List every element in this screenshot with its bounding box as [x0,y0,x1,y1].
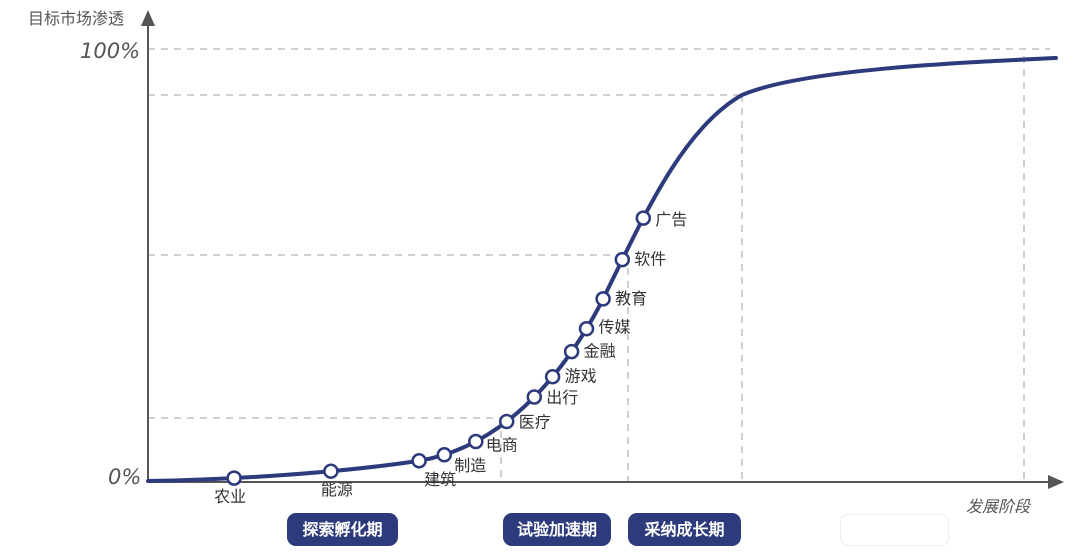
x-axis-title: 发展阶段 [966,497,1032,516]
data-point-label-11: 教育 [615,289,647,308]
data-point-label-4: 制造 [454,456,486,475]
data-point-4 [436,447,453,463]
data-point-label-12: 软件 [634,250,666,269]
data-point-label-1: 农业 [214,487,246,506]
data-point-label-10: 传媒 [599,318,631,337]
stage-label-adopt: 采纳成长期 [628,513,741,546]
data-point-7 [526,389,543,405]
data-point-label-13: 广告 [655,210,687,229]
data-point-label-3: 建筑 [424,470,456,489]
y-axis-title: 目标市场渗透 [28,9,124,28]
y-tick-label-0: 0% [108,465,141,489]
data-point-11 [595,291,611,307]
data-point-3 [411,453,427,469]
data-point-label-2: 能源 [321,480,353,499]
data-point-12 [614,251,631,268]
data-point-6 [498,413,515,430]
x-axis-arrow-icon [1048,475,1064,489]
grid-lines [148,48,1050,482]
stage-label-accelerate: 试验加速期 [503,513,611,546]
data-point-5 [468,433,484,450]
data-point-label-6: 医疗 [519,413,551,432]
axes [141,10,1064,489]
data-point-1 [226,470,242,486]
data-point-13 [635,210,652,226]
y-axis-arrow-icon [141,10,155,26]
data-point-10 [578,320,595,337]
data-point-label-5: 电商 [486,436,518,455]
data-point-label-7: 出行 [546,388,578,407]
data-point-9 [563,343,580,360]
y-tick-label-100: 100% [80,39,140,63]
data-point-2 [323,463,339,479]
stage-label-explore: 探索孵化期 [287,513,398,546]
blank-box [840,514,949,546]
data-point-label-8: 游戏 [565,367,597,386]
data-point-8 [544,368,561,385]
data-point-label-9: 金融 [584,342,616,361]
